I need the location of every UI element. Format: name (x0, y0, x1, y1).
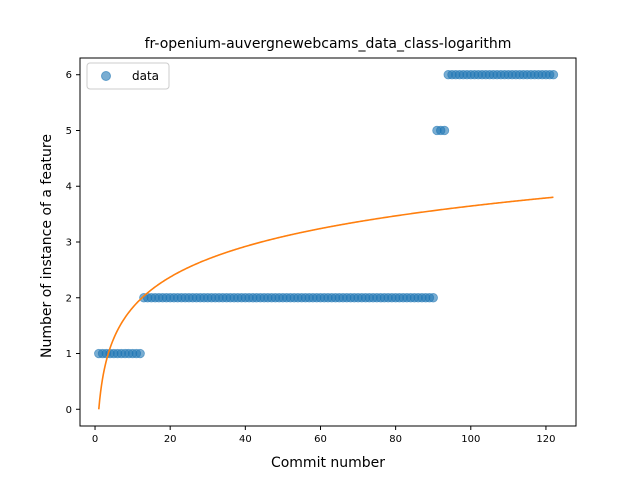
x-tick-label: 120 (536, 434, 555, 445)
x-tick-label: 60 (314, 434, 327, 445)
x-axis-label: Commit number (271, 455, 385, 471)
y-tick-label: 4 (66, 182, 72, 193)
legend-frame (86, 62, 170, 90)
y-tick-label: 0 (66, 405, 72, 416)
y-tick-label: 1 (66, 349, 72, 360)
legend: data (86, 62, 170, 90)
y-tick-label: 3 (66, 238, 72, 249)
axes: 0 20 40 60 80 100 120 0 1 2 3 4 5 6 (66, 57, 577, 445)
x-tick-label: 80 (389, 434, 402, 445)
data-point (439, 125, 450, 136)
x-tick-label: 0 (92, 434, 98, 445)
data-point (428, 293, 438, 303)
y-tick-label: 5 (66, 126, 72, 137)
data-point (548, 70, 559, 80)
x-tick-label: 20 (164, 434, 177, 445)
chart-title: fr-openium-auvergnewebcams_data_class-lo… (145, 36, 512, 52)
y-axis-label: Number of instance of a feature (39, 134, 55, 358)
x-tick-label: 100 (461, 434, 480, 445)
x-tick-label: 40 (239, 434, 252, 445)
fit-line (97, 196, 554, 410)
y-tick-label: 6 (66, 70, 72, 81)
data-point (135, 348, 145, 359)
y-tick-label: 2 (66, 293, 72, 304)
plot-area (94, 70, 559, 410)
legend-marker-data (101, 71, 111, 81)
legend-label-data: data (132, 69, 159, 83)
